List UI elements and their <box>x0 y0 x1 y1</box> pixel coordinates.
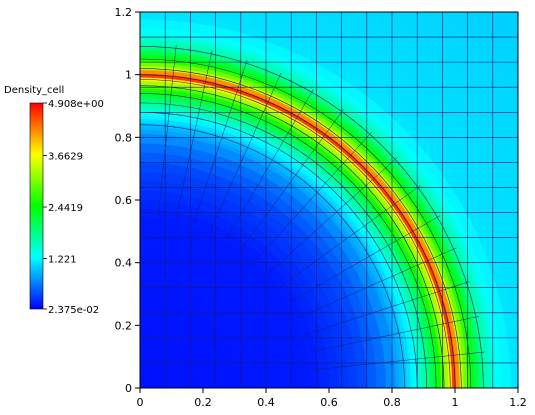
mesh-arc <box>140 68 462 388</box>
mesh-spoke <box>175 50 213 220</box>
y-tick-label: 0.6 <box>115 194 133 207</box>
y-tick-label: 0.2 <box>115 319 133 332</box>
mesh-spoke <box>255 131 373 261</box>
x-tick-label: 0 <box>137 396 144 409</box>
colorbar-ticks: 4.908e+00 3.6629 2.4419 1.221 2.375e-02 <box>43 99 104 316</box>
x-tick-label: 1.2 <box>509 396 527 409</box>
mesh-arc <box>140 102 427 388</box>
mesh-spoke <box>309 316 479 353</box>
x-tick-label: 0.4 <box>257 396 275 409</box>
mesh-spoke <box>193 60 248 225</box>
colorbar-tick-label: 2.375e-02 <box>48 305 99 316</box>
colorbar-tick-label: 1.221 <box>48 255 77 266</box>
mesh-spoke <box>210 73 282 231</box>
mesh-spoke <box>280 185 421 287</box>
mesh-arc <box>140 74 456 388</box>
x-tick-label: 0.6 <box>320 396 338 409</box>
y-tick-label: 1.2 <box>115 6 133 19</box>
mesh-spoke <box>312 351 485 371</box>
mesh-spoke <box>298 247 457 319</box>
colorbar-tick-label: 4.908e+00 <box>48 99 104 110</box>
colorbar-tick-label: 2.4419 <box>48 203 83 214</box>
x-tick-label: 0.2 <box>194 396 212 409</box>
y-tick-label: 0 <box>125 382 132 395</box>
mesh-arc <box>140 93 437 388</box>
density-band <box>140 378 150 388</box>
mesh-grid <box>140 12 518 388</box>
axes: 0 0.2 0.4 0.6 0.8 1 1.2 0 0.2 0.4 0.6 0.8 1 1.2 <box>115 6 527 409</box>
mesh-arc <box>140 124 405 388</box>
colorbar-strip <box>29 102 44 310</box>
mesh-spoke <box>226 89 314 239</box>
x-tick-label: 0.8 <box>383 396 401 409</box>
colorbar-tick-label: 3.6629 <box>48 152 83 163</box>
y-tick-label: 0.8 <box>115 131 133 144</box>
density-field <box>140 12 518 388</box>
mesh-spoke <box>304 281 470 335</box>
mesh-spoke <box>289 215 441 303</box>
mesh-spoke <box>268 157 398 273</box>
x-tick-label: 1 <box>452 396 459 409</box>
mesh-arc <box>140 85 445 388</box>
mesh-spoke <box>157 45 177 217</box>
mesh-arc <box>140 79 451 388</box>
colorbar-title: Density_cell <box>4 85 64 96</box>
mesh-arc <box>140 111 418 388</box>
mesh-arc <box>140 46 484 388</box>
y-tick-label: 1 <box>125 69 132 82</box>
mesh-spoke <box>241 109 344 249</box>
y-tick-label: 0.4 <box>115 257 133 270</box>
mesh-arc <box>140 58 472 388</box>
